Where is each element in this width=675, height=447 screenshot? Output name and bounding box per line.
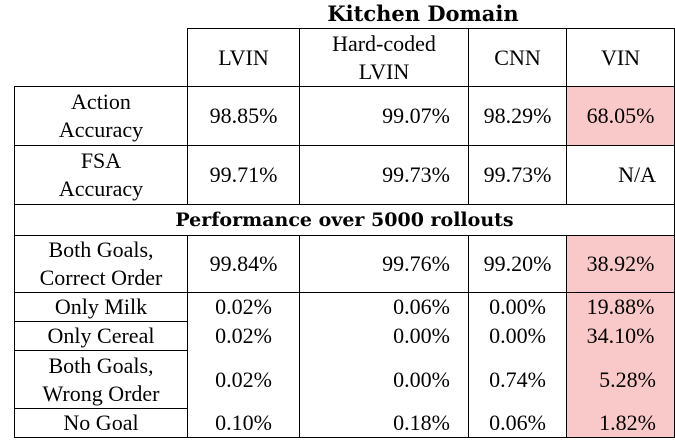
col-header-hard-coded-lvin: Hard-coded LVIN — [299, 28, 469, 87]
cell-value: 99.76% — [299, 235, 469, 293]
cell-value: 0.18% — [299, 408, 469, 438]
cell-value: 0.02% — [187, 350, 300, 409]
cell-value: 0.74% — [468, 350, 567, 409]
header-row: LVIN Hard-coded LVIN CNN VIN — [14, 28, 675, 87]
cell-value-highlighted: 38.92% — [566, 235, 675, 293]
cell-value-highlighted: 19.88% — [566, 292, 675, 322]
row-label-fsa-accuracy: FSA Accuracy — [14, 145, 188, 205]
row-label-line-1: Action — [71, 89, 131, 114]
row-label-line-1: FSA — [80, 148, 122, 173]
row-label-action-accuracy: Action Accuracy — [14, 86, 188, 146]
cell-value: 99.73% — [468, 145, 567, 205]
row-label-only-cereal: Only Cereal — [14, 321, 188, 351]
cell-value: 0.06% — [299, 292, 469, 322]
cell-value: 99.73% — [299, 145, 469, 205]
cell-value: 98.85% — [187, 86, 300, 146]
table-row: Only Milk 0.02% 0.06% 0.00% 19.88% — [14, 292, 675, 322]
cell-value-highlighted: 5.28% — [566, 350, 675, 409]
col-header-cnn: CNN — [468, 28, 567, 87]
row-label-line-2: Accuracy — [58, 176, 144, 201]
section-heading: Performance over 5000 rollouts — [14, 204, 675, 236]
cell-value: 98.29% — [468, 86, 567, 146]
cell-value: 0.00% — [299, 350, 469, 409]
table-row: Only Cereal 0.02% 0.00% 0.00% 34.10% — [14, 321, 675, 351]
results-table: LVIN Hard-coded LVIN CNN VIN Action Accu… — [14, 28, 675, 438]
section-row: Performance over 5000 rollouts — [14, 204, 675, 236]
cell-value: 99.71% — [187, 145, 300, 205]
cell-value: 0.10% — [187, 408, 300, 438]
cell-value: 0.00% — [468, 321, 567, 351]
row-label-line-2: Correct Order — [39, 265, 163, 290]
row-label-line-2: Accuracy — [58, 117, 144, 142]
row-label-no-goal: No Goal — [14, 408, 188, 438]
cell-value: 0.00% — [468, 292, 567, 322]
table-row: Both Goals, Correct Order 99.84% 99.76% … — [14, 235, 675, 293]
row-label-both-goals-correct: Both Goals, Correct Order — [14, 235, 188, 293]
table-row: Action Accuracy 98.85% 99.07% 98.29% 68.… — [14, 86, 675, 146]
cell-value: 0.00% — [299, 321, 469, 351]
table-row: FSA Accuracy 99.71% 99.73% 99.73% N/A — [14, 145, 675, 205]
col-header-line-2: LVIN — [358, 58, 410, 84]
col-header-lvin: LVIN — [187, 28, 300, 87]
cell-value: 99.20% — [468, 235, 567, 293]
cell-value: 0.02% — [187, 292, 300, 322]
row-label-line-1: Both Goals, — [48, 352, 154, 378]
table-row: No Goal 0.10% 0.18% 0.06% 1.82% — [14, 408, 675, 438]
table-row: Both Goals, Wrong Order 0.02% 0.00% 0.74… — [14, 350, 675, 409]
table-title: Kitchen Domain — [327, 1, 519, 26]
cell-value: N/A — [566, 145, 675, 205]
col-header-line-1: Hard-coded — [332, 30, 436, 56]
col-header-vin: VIN — [566, 28, 675, 87]
cell-value: 0.02% — [187, 321, 300, 351]
cell-value-highlighted: 34.10% — [566, 321, 675, 351]
row-label-both-goals-wrong: Both Goals, Wrong Order — [14, 350, 188, 409]
cell-value: 99.84% — [187, 235, 300, 293]
row-label-only-milk: Only Milk — [14, 292, 188, 322]
corner-cell — [14, 28, 188, 87]
cell-value: 99.07% — [299, 86, 469, 146]
cell-value-highlighted: 1.82% — [566, 408, 675, 438]
row-label-line-2: Wrong Order — [42, 380, 160, 406]
row-label-line-1: Both Goals, — [48, 237, 154, 262]
cell-value: 0.06% — [468, 408, 567, 438]
cell-value-highlighted: 68.05% — [566, 86, 675, 146]
